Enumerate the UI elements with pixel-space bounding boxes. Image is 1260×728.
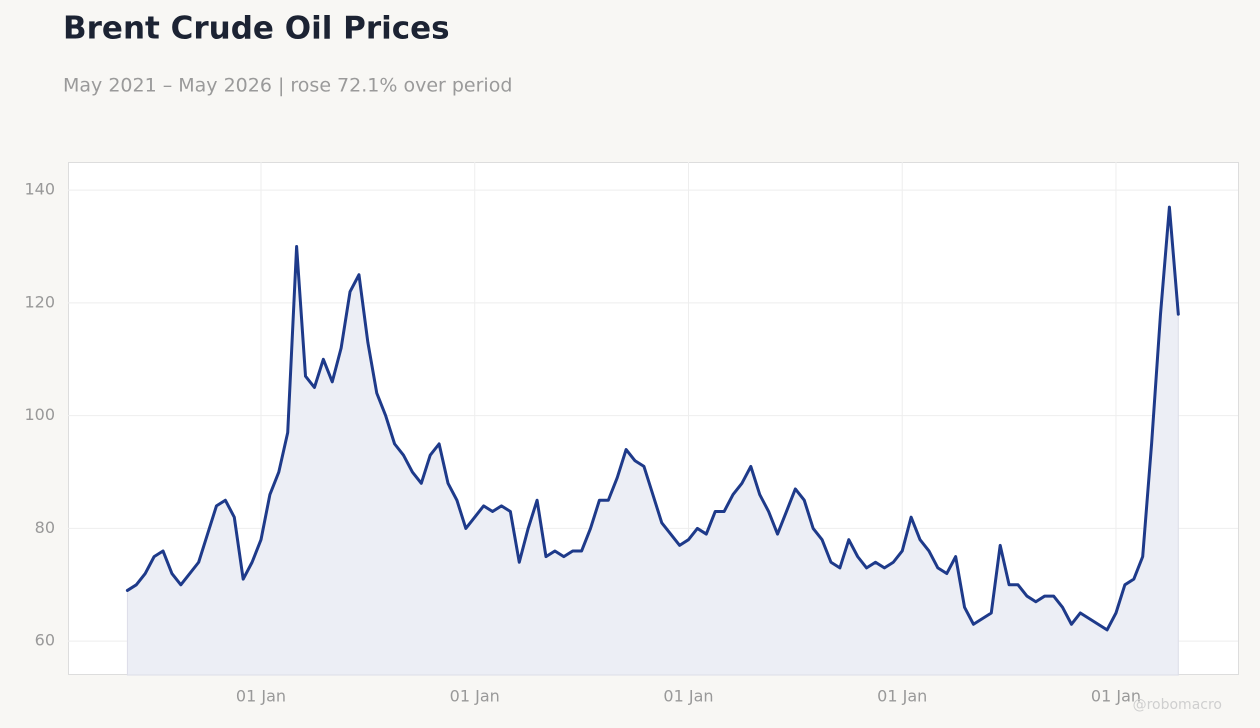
watermark: @robomacro <box>1133 697 1222 713</box>
chart-title: Brent Crude Oil Prices <box>63 11 450 47</box>
chart-subtitle: May 2021 – May 2026 | rose 72.1% over pe… <box>63 75 512 97</box>
y-tick-label: 80 <box>35 518 55 537</box>
x-tick-label: 01 Jan <box>236 687 286 706</box>
line <box>125 205 1180 632</box>
x-tick-label: 01 Jan <box>1091 687 1141 706</box>
y-tick-label: 60 <box>35 631 55 650</box>
x-tick-label: 01 Jan <box>663 687 713 706</box>
y-tick-label: 140 <box>24 180 55 199</box>
y-tick-label: 100 <box>24 405 55 424</box>
x-tick-label: 01 Jan <box>450 687 500 706</box>
x-tick-label: 01 Jan <box>877 687 927 706</box>
y-tick-label: 120 <box>24 292 55 311</box>
